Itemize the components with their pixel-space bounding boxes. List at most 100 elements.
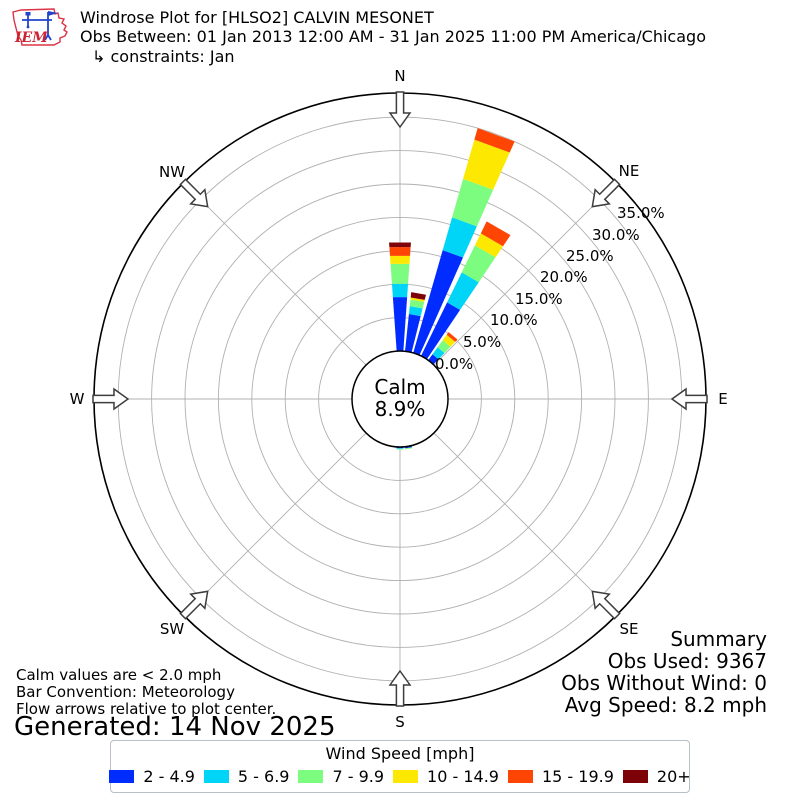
legend-item: 20+ [622,767,691,786]
wind-bar-segment [396,448,404,450]
legend-item: 2 - 4.9 [109,767,195,786]
summary-obs-used: Obs Used: 9367 [607,649,767,673]
wind-bar-segment [409,299,425,309]
legend-swatch-darkred [622,770,648,783]
legend-label: 5 - 6.9 [237,767,290,786]
legend-item: 7 - 9.9 [298,767,384,786]
wind-bar-segment [389,255,411,264]
calm-label: Calm 8.9% [340,376,460,420]
sensor-dot-icon [26,25,30,29]
summary-block: Summary Obs Used: 9367 Obs Without Wind:… [561,628,767,716]
plot-title: Windrose Plot for [HLSO2] CALVIN MESONET [80,8,434,27]
compass-label-ne: NE [618,162,640,180]
legend-swatch-green [298,770,324,783]
wind-bar-segment [389,247,411,256]
legend-item: 10 - 14.9 [393,767,499,786]
summary-avg-speed: Avg Speed: 8.2 mph [564,693,767,717]
wind-bar-segment [392,297,408,352]
flow-arrow-sw [179,590,209,620]
wind-bar-segment [461,245,496,283]
wind-bar-segment [442,334,456,347]
wind-bar-segment [421,302,461,360]
legend-item: 15 - 19.9 [507,767,614,786]
flow-arrow-n [388,91,412,129]
footnote-calm: Calm values are < 2.0 mph [16,666,222,684]
footnote-arrows: Flow arrows relative to plot center. [16,700,277,718]
ring-label-25: 25.0% [566,247,614,265]
compass-label-n: N [394,67,406,85]
compass-label-e: E [718,390,728,408]
footnotes-block: Calm values are < 2.0 mph Bar Convention… [16,667,276,718]
wind-bar-segment [432,347,445,360]
wind-bar-segment [405,314,421,353]
legend-label: 7 - 9.9 [332,767,385,786]
wind-bar-segment [408,306,423,317]
grid-spoke [433,182,617,366]
legend-item: 5 - 6.9 [203,767,290,786]
footnote-convention: Bar Convention: Meteorology [16,683,235,701]
flow-arrow-s [388,669,412,707]
compass-label-w: W [69,390,85,408]
ring-label-10: 10.0% [490,311,538,329]
wind-bar-segment [480,221,511,247]
calm-label-word: Calm [374,375,426,399]
plot-constraint: ↳ constraints: Jan [92,47,235,66]
legend-row: 2 - 4.9 5 - 6.9 7 - 9.9 10 - 14.9 15 - 1… [109,767,691,786]
wind-bar-segment [437,340,451,353]
summary-title: Summary [670,627,767,651]
legend-label: 2 - 4.9 [143,767,195,786]
wind-bar-segment [391,283,409,298]
iem-logo: IEM [8,3,70,52]
ring-label-0: 0.0% [435,355,474,373]
wind-bar-segment [389,242,411,248]
wind-bar-segment [446,332,458,342]
flow-arrow-w [92,387,130,411]
wind-bar-segment [452,178,494,227]
wind-bar-segment [413,250,463,356]
grid-spoke [183,182,367,366]
plot-subtitle: Obs Between: 01 Jan 2013 12:00 AM - 31 J… [80,27,706,46]
legend-label: 10 - 14.9 [427,767,499,786]
iowa-outline-icon [12,8,68,46]
ring-label-30: 30.0% [592,226,640,244]
polar-grid [94,93,706,705]
flow-arrow-se [591,590,621,620]
wind-bar-segment [390,263,410,284]
wind-bar-segment [474,233,504,258]
legend-swatch-cyan [203,770,229,783]
legend-title: Wind Speed [mph] [325,744,475,763]
compass-label-s: S [395,713,405,731]
windrose-bars [389,128,515,450]
wind-bar-segment [447,272,479,310]
wind-speed-legend: Wind Speed [mph] 2 - 4.9 5 - 6.9 7 - 9.9… [109,740,691,793]
grid-spoke [183,432,367,616]
wind-bar-segment [474,128,515,153]
grid-spoke [433,432,617,616]
compass-label-se: SE [619,620,639,638]
compass-label-sw: SW [159,620,185,638]
wind-bar-segment [396,448,404,449]
legend-swatch-yellow [393,770,419,783]
ring-label-5: 5.0% [463,333,502,351]
wind-bar-segment [442,217,477,258]
wind-bar-segment [410,292,426,300]
wind-bar-segment [410,297,425,302]
generated-timestamp: Generated: 14 Nov 2025 [14,712,336,742]
summary-obs-without-wind: Obs Without Wind: 0 [561,671,767,695]
wind-bar-segment [463,139,510,190]
flow-arrows [92,91,708,707]
wind-vane-icon [48,11,58,16]
flow-arrow-ne [591,178,621,208]
wind-bar-segment [405,447,413,450]
legend-swatch-blue [109,770,135,783]
sensor-icon [25,12,31,16]
compass-label-nw: NW [158,163,186,181]
legend-swatch-orange [507,770,533,783]
flow-arrow-nw [179,178,209,208]
ring-label-15: 15.0% [515,290,563,308]
ring-label-35: 35.0% [617,204,665,222]
legend-label: 20+ [656,767,691,786]
ring-label-20: 20.0% [540,268,588,286]
